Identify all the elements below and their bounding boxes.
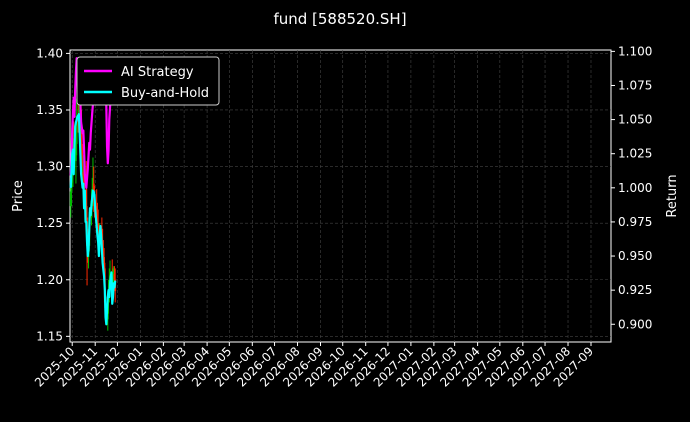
y-tick-label-right: 1.025	[618, 147, 652, 161]
y-tick-label-left: 1.15	[36, 329, 63, 343]
buy-and-hold-line	[69, 113, 117, 326]
y-tick-label-left: 1.40	[36, 46, 63, 60]
y-tick-label-right: 0.975	[618, 215, 652, 229]
y-tick-label-right: 0.950	[618, 249, 652, 263]
y-tick-label-left: 1.35	[36, 103, 63, 117]
candle-body	[75, 143, 77, 161]
y-tick-label-right: 0.900	[618, 317, 652, 331]
y-tick-label-right: 1.000	[618, 181, 652, 195]
right-axis: 0.900 0.925 0.950 0.975 1.000 1.025 1.050 1.075…	[611, 44, 652, 331]
y-tick-label-right: 1.075	[618, 78, 652, 92]
y-tick-label-right: 1.050	[618, 113, 652, 127]
legend-label-buy-and-hold: Buy-and-Hold	[121, 86, 209, 101]
candle-body	[95, 206, 98, 212]
legend-label-ai-strategy: AI Strategy	[121, 65, 194, 80]
candle-body	[80, 143, 83, 167]
y-tick-label-right: 0.925	[618, 283, 652, 297]
candle-body	[102, 251, 105, 258]
y-tick-label-left: 1.20	[36, 273, 63, 287]
candle-body	[113, 274, 116, 280]
chart-title: fund [588520.SH]	[273, 10, 406, 28]
legend-box	[76, 56, 220, 106]
y-axis-label-right: Return	[665, 174, 680, 217]
candle-body	[97, 223, 100, 229]
candle-body	[85, 189, 88, 218]
y-tick-label-left: 1.30	[36, 160, 63, 174]
legend: AI Strategy Buy-and-Hold	[76, 56, 220, 106]
y-axis-label-left: Price	[11, 180, 26, 212]
candle-body	[96, 211, 99, 224]
candle-body	[103, 257, 105, 269]
left-axis: 1.15 1.20 1.25 1.30 1.35 1.40	[36, 46, 70, 343]
y-tick-label-right: 1.100	[618, 44, 652, 58]
candle-body	[83, 166, 85, 190]
grid	[70, 50, 611, 342]
candle-body	[69, 191, 72, 207]
candle-body	[75, 115, 78, 144]
y-tick-label-left: 1.25	[36, 216, 63, 230]
